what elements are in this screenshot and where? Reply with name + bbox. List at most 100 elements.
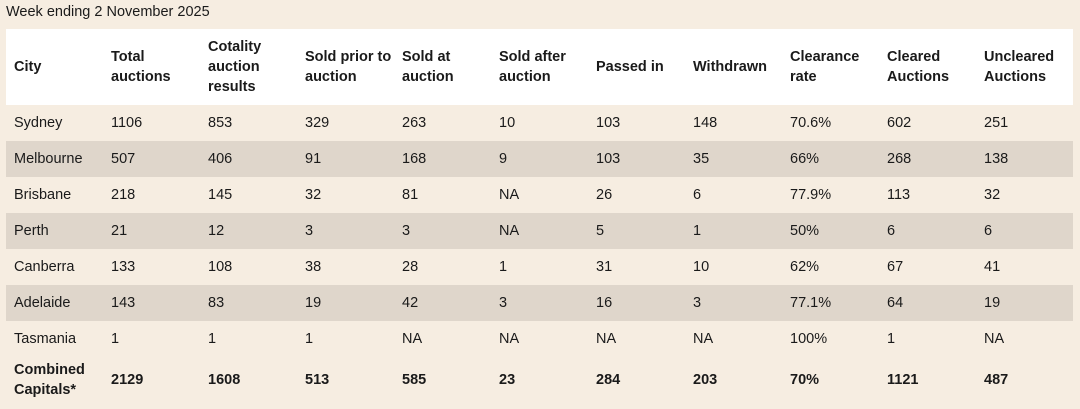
- table-cell: 145: [208, 187, 233, 203]
- table-cell: Adelaide: [14, 295, 71, 311]
- table-cell: 203: [693, 372, 718, 388]
- table-cell: 12: [208, 223, 225, 239]
- table-cell: 268: [887, 151, 912, 167]
- table-cell: 1608: [208, 372, 241, 388]
- table-cell: 28: [402, 259, 419, 275]
- table-cell: 23: [499, 372, 516, 388]
- table-cell: 103: [596, 151, 621, 167]
- table-cell: 70.6%: [790, 115, 832, 131]
- table-cell: 3: [305, 223, 314, 239]
- table-cell: Sydney: [14, 115, 63, 131]
- table-cell: 2129: [111, 372, 144, 388]
- table-cell: 3: [402, 223, 411, 239]
- table-cell: 70%: [790, 372, 820, 388]
- table-cell: 83: [208, 295, 225, 311]
- table-cell: 81: [402, 187, 419, 203]
- table-cell: 64: [887, 295, 904, 311]
- table-cell: 77.1%: [790, 295, 832, 311]
- auction-results-table: City Total auctions Cotality auction res…: [6, 29, 1073, 403]
- table-row-sydney: Sydney 1106 853 329 263 10 103 148 70.6%…: [6, 105, 1073, 141]
- table-cell: Melbourne: [14, 151, 83, 167]
- table-cell: 31: [596, 259, 613, 275]
- table-cell: 26: [596, 187, 613, 203]
- table-cell: 19: [984, 295, 1001, 311]
- table-cell: 6: [984, 223, 993, 239]
- table-cell: 66%: [790, 151, 820, 167]
- table-cell: 1121: [887, 372, 919, 388]
- table-row-canberra: Canberra 133 108 38 28 1 31 10 62% 67 41: [6, 249, 1073, 285]
- table-cell: NA: [596, 331, 617, 347]
- table-cell: 251: [984, 115, 1009, 131]
- table-cell: 77.9%: [790, 187, 832, 203]
- table-cell: 3: [693, 295, 702, 311]
- table-cell: 67: [887, 259, 904, 275]
- table-cell: 133: [111, 259, 136, 275]
- table-cell: 10: [499, 115, 516, 131]
- table-cell: 32: [984, 187, 1001, 203]
- table-cell: NA: [984, 331, 1005, 347]
- table-row-combined-capitals: Combined Capitals* 2129 1608 513 585 23 …: [6, 357, 1073, 403]
- table-cell: 108: [208, 259, 233, 275]
- table-row-melbourne: Melbourne 507 406 91 168 9 103 35 66% 26…: [6, 141, 1073, 177]
- table-cell: 50%: [790, 223, 820, 239]
- table-cell: 62%: [790, 259, 820, 275]
- table-cell: Combined Capitals*: [14, 362, 85, 398]
- column-header-uncleared-auctions: Uncleared Auctions: [984, 49, 1055, 85]
- table-cell: 585: [402, 372, 427, 388]
- table-cell: Brisbane: [14, 187, 72, 203]
- table-cell: NA: [402, 331, 423, 347]
- column-header-cotality-auction-results: Cotality auction results: [208, 39, 262, 95]
- table-cell: 263: [402, 115, 427, 131]
- table-cell: NA: [499, 331, 520, 347]
- table-cell: 103: [596, 115, 621, 131]
- table-cell: 91: [305, 151, 322, 167]
- table-cell: 329: [305, 115, 330, 131]
- table-cell: 1: [887, 331, 896, 347]
- table-cell: 1: [305, 331, 314, 347]
- table-cell: Perth: [14, 223, 49, 239]
- table-cell: 148: [693, 115, 718, 131]
- column-header-cleared-auctions: Cleared Auctions: [887, 49, 950, 85]
- column-header-total-auctions: Total auctions: [111, 49, 171, 85]
- table-cell: 507: [111, 151, 136, 167]
- column-header-passed-in: Passed in: [596, 59, 664, 75]
- column-header-withdrawn: Withdrawn: [693, 59, 767, 75]
- table-cell: 19: [305, 295, 322, 311]
- table-row-adelaide: Adelaide 143 83 19 42 3 16 3 77.1% 64 19: [6, 285, 1073, 321]
- table-cell: 284: [596, 372, 621, 388]
- table-cell: Tasmania: [14, 331, 77, 347]
- table-cell: 218: [111, 187, 136, 203]
- column-header-clearance-rate: Clearance rate: [790, 49, 860, 85]
- table-row-perth: Perth 21 12 3 3 NA 5 1 50% 6 6: [6, 213, 1073, 249]
- header-row: City Total auctions Cotality auction res…: [6, 29, 1073, 105]
- table-cell: 853: [208, 115, 233, 131]
- table-cell: 41: [984, 259, 1001, 275]
- table-cell: NA: [499, 223, 520, 239]
- table-cell: 1106: [111, 115, 143, 131]
- table-cell: 3: [499, 295, 508, 311]
- table-cell: 100%: [790, 331, 828, 347]
- table-cell: 6: [693, 187, 702, 203]
- column-header-city: City: [14, 59, 42, 75]
- table-cell: 16: [596, 295, 613, 311]
- table-caption: Week ending 2 November 2025: [6, 4, 210, 20]
- table-cell: 42: [402, 295, 419, 311]
- column-header-sold-prior: Sold prior to auction: [305, 49, 392, 85]
- table-cell: 32: [305, 187, 322, 203]
- table-cell: 406: [208, 151, 233, 167]
- table-cell: 35: [693, 151, 710, 167]
- table-cell: 38: [305, 259, 322, 275]
- table-cell: 138: [984, 151, 1009, 167]
- table-cell: 1: [111, 331, 120, 347]
- table-row-tasmania: Tasmania 1 1 1 NA NA NA NA 100% 1 NA: [6, 321, 1073, 357]
- table-cell: 1: [499, 259, 508, 275]
- table-cell: Canberra: [14, 259, 75, 275]
- table-cell: 10: [693, 259, 710, 275]
- table-cell: NA: [693, 331, 714, 347]
- table-cell: 602: [887, 115, 912, 131]
- column-header-sold-at-auction: Sold at auction: [402, 49, 454, 85]
- table-cell: 9: [499, 151, 508, 167]
- table-cell: 143: [111, 295, 136, 311]
- table-cell: 113: [887, 187, 911, 203]
- table-cell: 5: [596, 223, 605, 239]
